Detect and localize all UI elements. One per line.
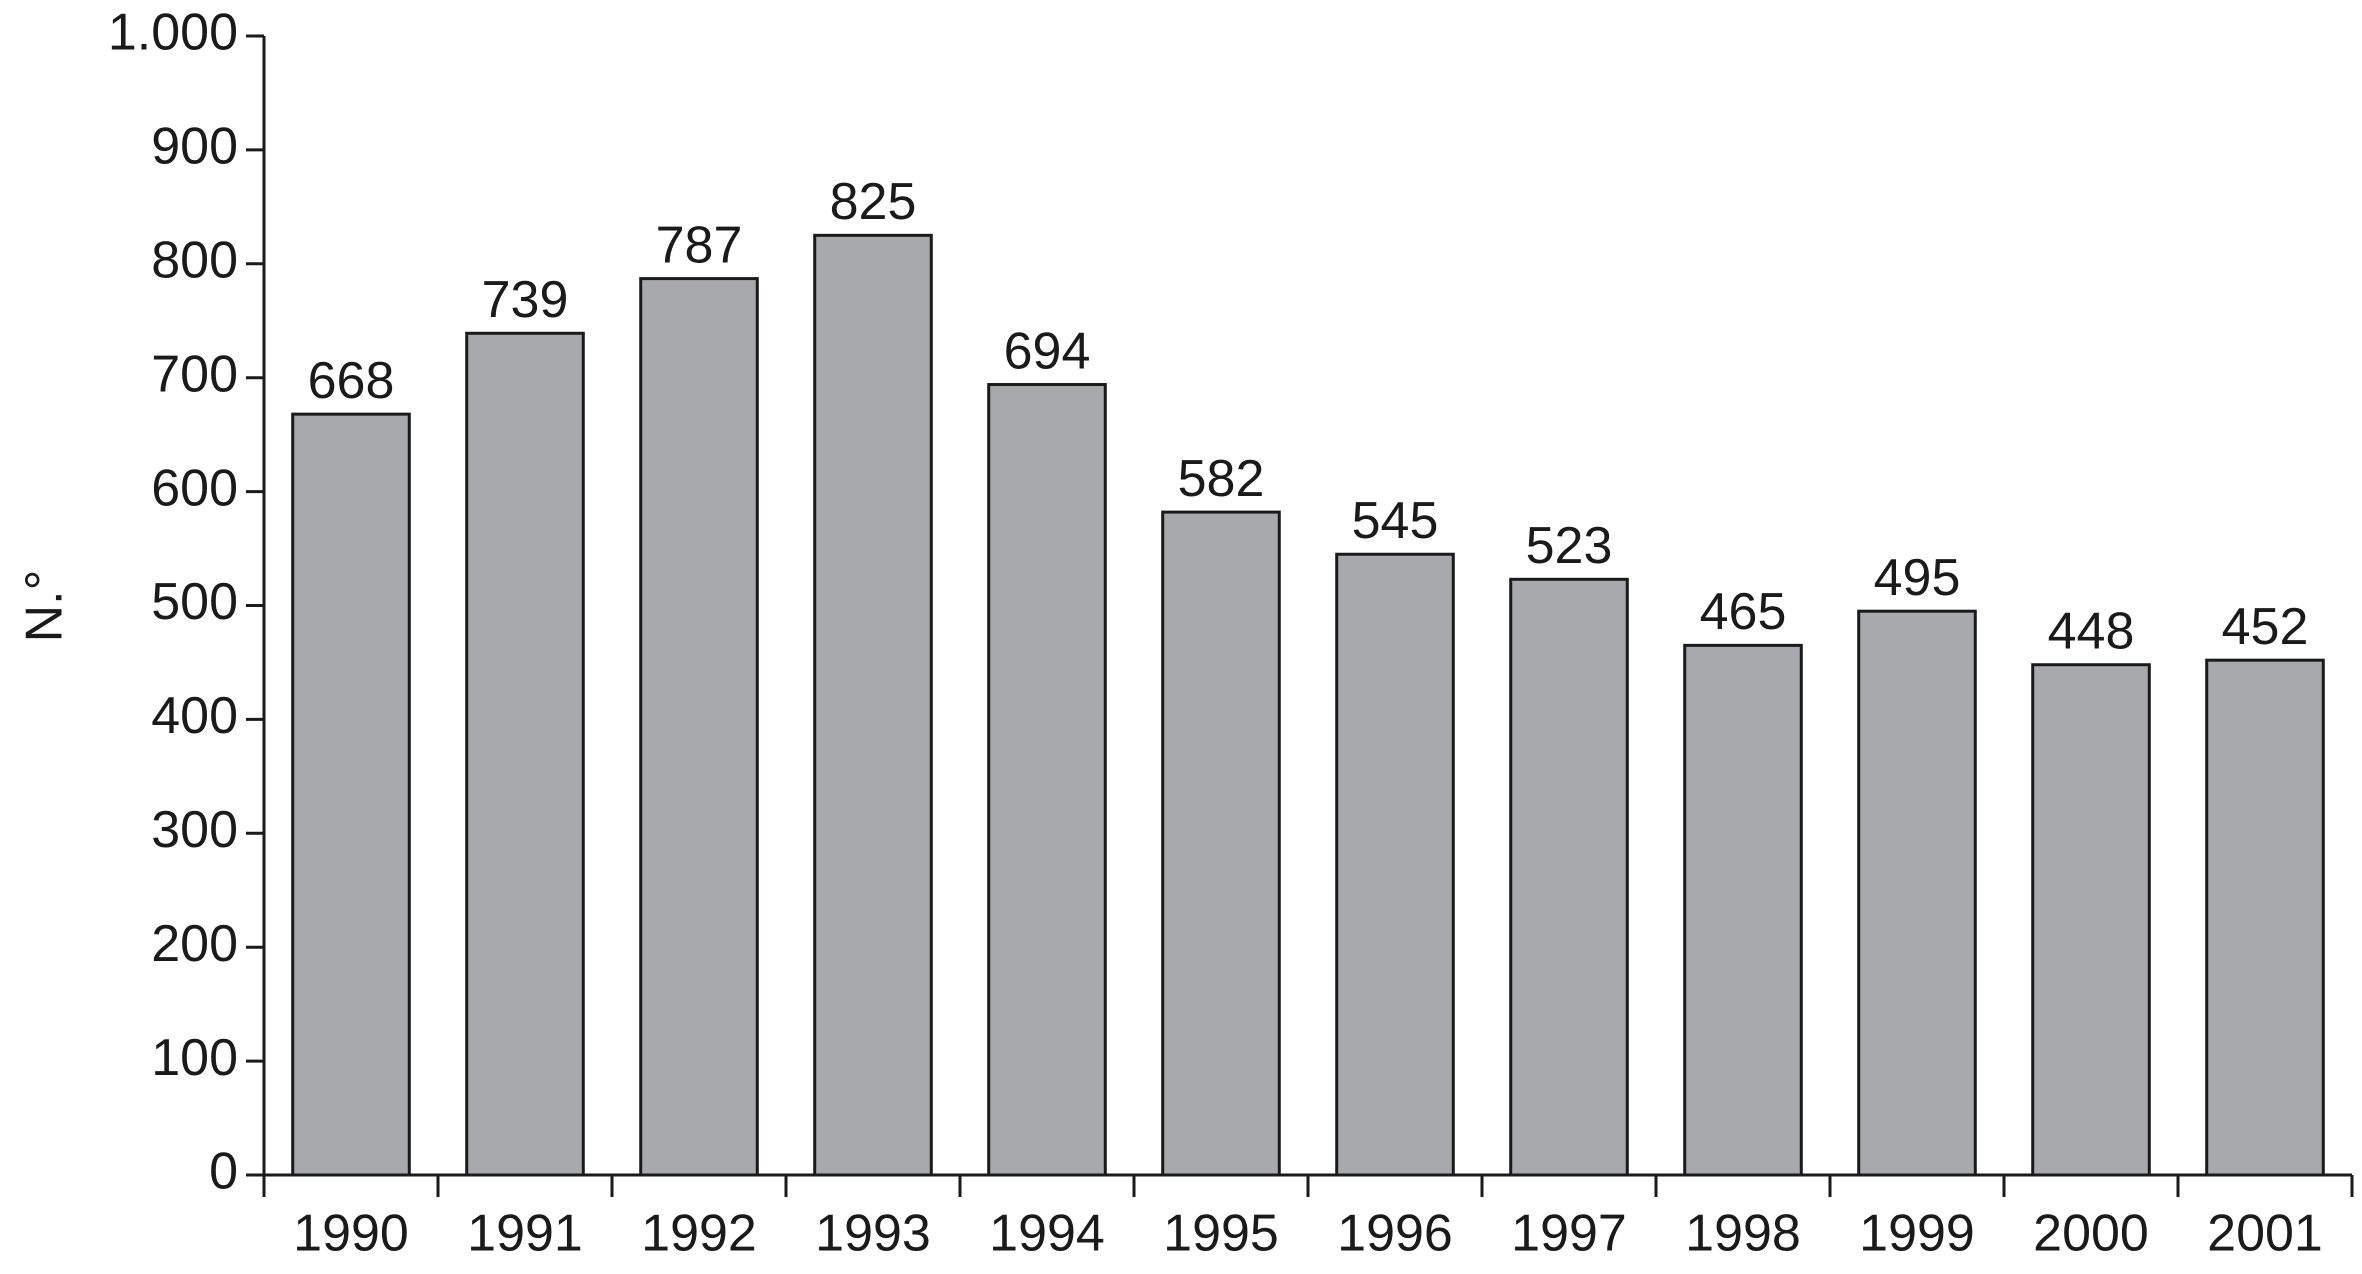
bar (813, 233, 933, 1177)
y-tick-label: 0 (209, 1143, 238, 1201)
x-tick-label: 1998 (1685, 1205, 1801, 1263)
y-tick-label: 500 (151, 573, 238, 631)
bar (1509, 577, 1629, 1177)
y-tick-label: 800 (151, 232, 238, 290)
bar (2205, 658, 2325, 1177)
x-tick-label: 1991 (467, 1205, 583, 1263)
value-label: 582 (1178, 450, 1265, 508)
bar (1335, 552, 1455, 1177)
value-label: 668 (308, 352, 395, 410)
y-tick-label: 200 (151, 915, 238, 973)
bar (465, 331, 585, 1177)
bar (639, 277, 759, 1177)
y-tick-label: 700 (151, 345, 238, 403)
y-tick-label: 1.000 (108, 4, 238, 62)
y-tick-label: 600 (151, 459, 238, 517)
value-label: 739 (482, 271, 569, 329)
x-tick-label: 1990 (293, 1205, 409, 1263)
x-tick-label: 2001 (2207, 1205, 2323, 1263)
x-tick-label: 1997 (1511, 1205, 1627, 1263)
x-tick-label: 1993 (815, 1205, 931, 1263)
value-label: 495 (1874, 549, 1961, 607)
y-tick-label: 900 (151, 118, 238, 176)
bar (2031, 663, 2151, 1177)
value-label: 465 (1700, 583, 1787, 641)
bar (1683, 643, 1803, 1177)
bar (291, 412, 411, 1177)
y-tick-label: 400 (151, 687, 238, 745)
x-tick-label: 1999 (1859, 1205, 1975, 1263)
value-label: 545 (1352, 492, 1439, 550)
x-tick-label: 1992 (641, 1205, 757, 1263)
y-tick-label: 100 (151, 1029, 238, 1087)
x-tick-label: 1996 (1337, 1205, 1453, 1263)
y-tick-label: 300 (151, 801, 238, 859)
value-label: 825 (830, 173, 917, 231)
value-label: 448 (2048, 602, 2135, 660)
y-axis-label: N.° (16, 570, 74, 643)
bar (1857, 609, 1977, 1177)
value-label: 694 (1004, 322, 1091, 380)
bar (1161, 510, 1281, 1177)
bar (987, 383, 1107, 1177)
x-tick-label: 1995 (1163, 1205, 1279, 1263)
value-label: 452 (2222, 598, 2309, 656)
x-tick-label: 1994 (989, 1205, 1105, 1263)
value-label: 523 (1526, 517, 1613, 575)
x-tick-label: 2000 (2033, 1205, 2149, 1263)
value-label: 787 (656, 216, 743, 274)
